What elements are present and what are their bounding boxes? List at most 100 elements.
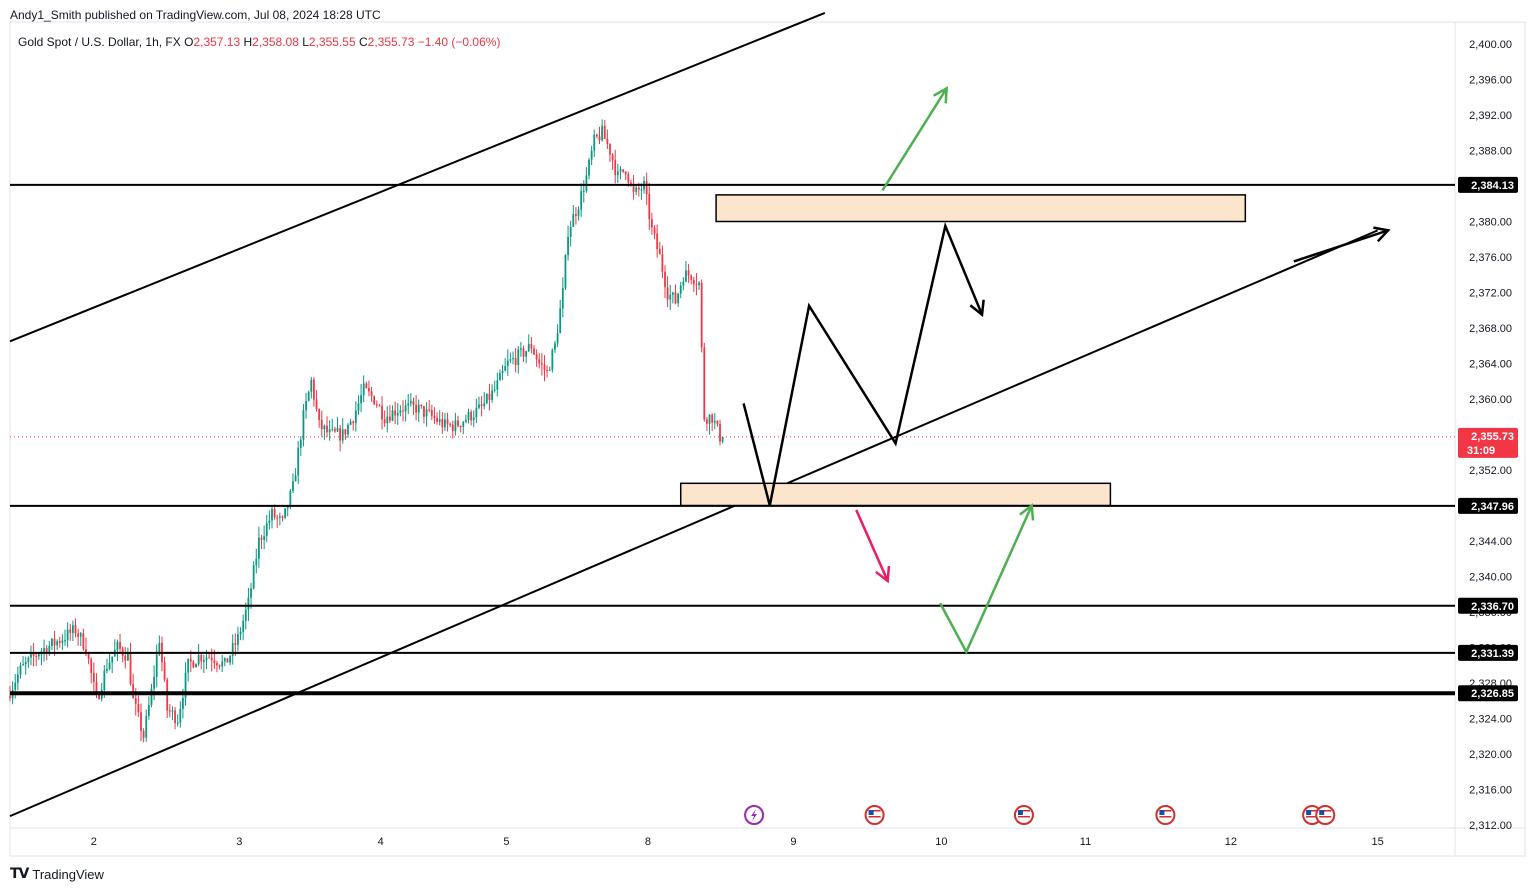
flag-canton [1306,810,1312,815]
candle [284,508,286,520]
time-axis[interactable]: 2 3 4 5 8 9 10 11 12 15 [91,836,1384,848]
candle [263,525,266,550]
us-flag-event-icon[interactable] [864,805,885,825]
bearish-path[interactable] [855,509,889,582]
candle-body [53,638,56,646]
candle-body [244,609,247,621]
footer-brand[interactable]: TradingView [32,866,104,882]
candle-body [514,358,517,365]
trend-arrow[interactable] [1293,229,1389,263]
candle-body [572,214,575,227]
candle-body [606,138,609,144]
lightning-event-icon[interactable] [744,805,765,825]
candle [323,424,326,440]
dip-and-recover-path[interactable] [938,504,1033,655]
candle [433,407,436,424]
candle [328,420,331,441]
main-path[interactable] [742,221,984,506]
candle [632,175,635,200]
tradingview-logo-icon[interactable]: 𝗧𝗩 [10,866,29,882]
bullish-path[interactable] [881,87,948,192]
candle [593,129,596,158]
candle [365,381,368,389]
candle [551,348,554,373]
candle [567,225,569,261]
price-tick-label: 2,372.00 [1469,288,1512,300]
candle-body [446,419,449,425]
time-tick-label: 9 [790,836,796,848]
candle [179,701,182,728]
candle-body [289,490,292,507]
candle-body [692,279,695,285]
candle [651,212,653,235]
candle [580,183,583,217]
candle-body [527,343,530,352]
candle-body [546,369,548,371]
trend-arrow-arrowhead [1373,226,1391,243]
candle-body [493,389,496,391]
candle-body [328,429,331,433]
us-flag-event-icon[interactable] [1013,805,1034,825]
candle-body [168,710,171,712]
candle-body [601,125,604,141]
candle-body [614,160,617,176]
candle [307,390,310,402]
price-tick-label: 2,396.00 [1469,75,1512,87]
candle-body [69,629,72,633]
candle [255,548,258,574]
candle [674,284,677,305]
candle-body [234,643,237,645]
candle-body [425,409,428,417]
candle [635,185,638,196]
resistance-zone[interactable] [715,194,1247,223]
candle-body [216,663,218,666]
candle-body [506,360,509,367]
candle [19,662,22,679]
countdown-label: 31:09 [1467,445,1495,457]
candle-body [575,214,577,216]
flag-stripe [1159,813,1172,815]
candle-body [239,631,242,635]
candle [276,514,279,528]
candle [509,352,512,364]
candle [588,157,590,180]
candle [297,440,300,485]
candle-body [184,672,187,698]
symbol-title[interactable]: Gold Spot / U.S. Dollar, 1h, FX [18,35,181,49]
candle [493,380,496,393]
candle-body [284,508,286,518]
flag-stripe [1319,819,1332,821]
candle [127,647,129,661]
candle-body [339,428,342,441]
candle [137,695,140,717]
candle-body [221,661,224,667]
candle [501,364,504,381]
candle-body [389,416,391,421]
candle [140,703,142,742]
candle [273,504,276,520]
us-flag-event-icon[interactable] [1155,805,1176,825]
candle-body [588,159,590,176]
candle-body [635,187,638,192]
candle [425,402,428,427]
candle-body [195,664,197,668]
candle [362,375,365,403]
candle [475,398,478,424]
candle-body [407,403,410,406]
support-zone[interactable] [679,482,1112,507]
candle-body [666,287,669,300]
candle-body [381,405,383,420]
candle-body [365,383,368,389]
candle-body [14,682,17,690]
candle-body [653,227,656,234]
drawings-layer [9,12,1455,818]
candle [239,627,242,641]
candle [538,353,541,369]
main-path-arrowhead [969,299,985,318]
us-flag-event-icon[interactable] [1315,805,1336,825]
upper-channel-trendline[interactable] [9,12,826,343]
candle [145,709,148,742]
lower-channel-trendline[interactable] [9,229,1379,818]
current-price-label-bg [1458,427,1518,458]
